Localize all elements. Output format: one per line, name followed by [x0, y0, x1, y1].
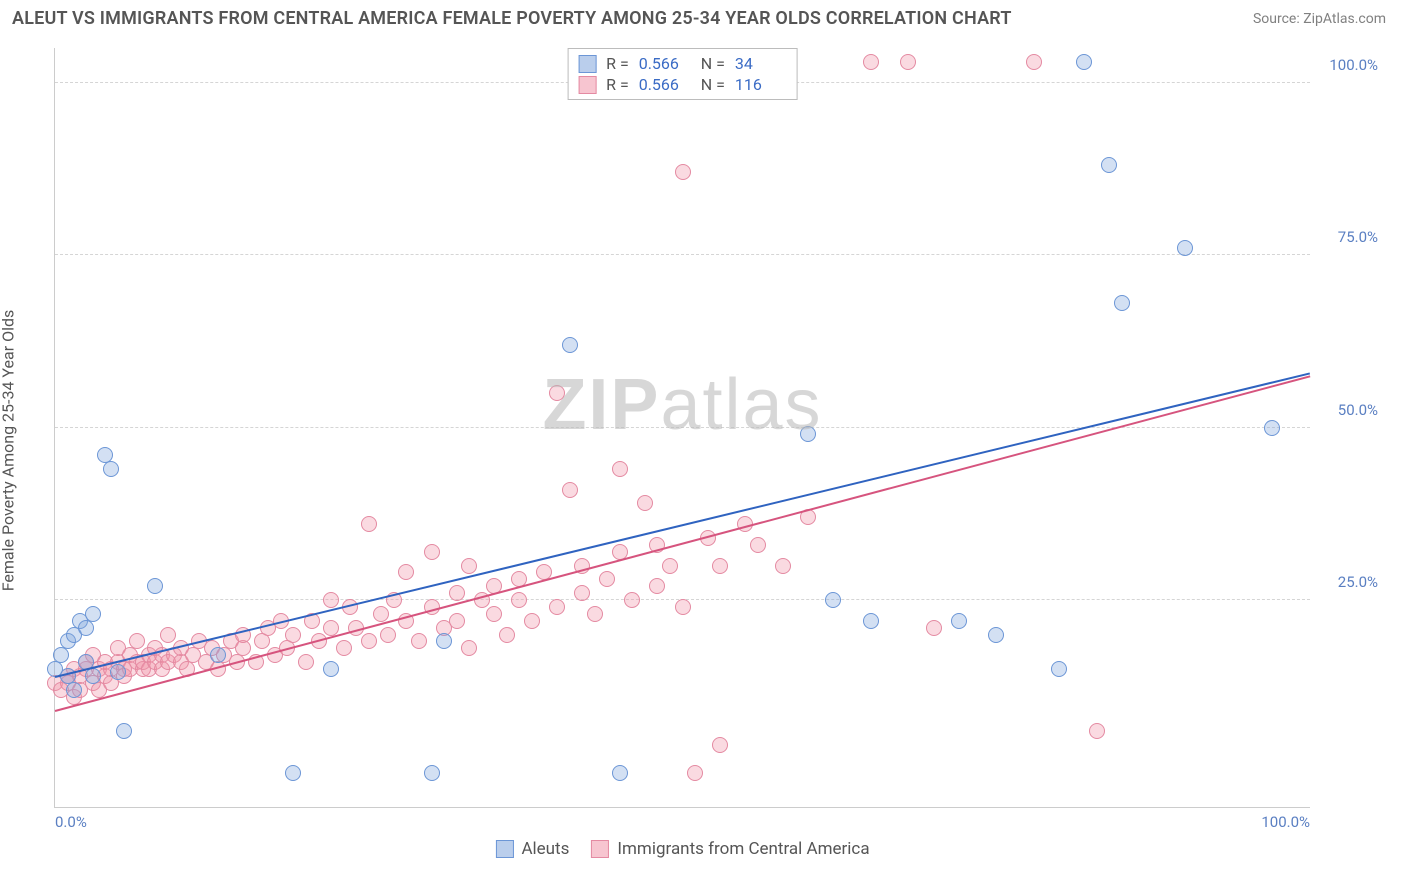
data-point: [486, 606, 502, 622]
data-point: [461, 640, 477, 656]
data-point: [78, 620, 94, 636]
data-point: [424, 544, 440, 560]
data-point: [1076, 54, 1092, 70]
data-point: [103, 461, 119, 477]
data-point: [587, 606, 603, 622]
data-point: [361, 516, 377, 532]
regression-line-blue: [55, 372, 1310, 678]
data-point: [235, 640, 251, 656]
swatch-pink-icon: [591, 840, 609, 858]
data-point: [499, 627, 515, 643]
source-attribution: Source: ZipAtlas.com: [1253, 11, 1386, 27]
data-point: [574, 585, 590, 601]
chart-container: Female Poverty Among 25-34 Year Olds ZIP…: [44, 48, 1386, 834]
data-point: [160, 627, 176, 643]
data-point: [649, 578, 665, 594]
data-point: [110, 664, 126, 680]
data-point: [85, 606, 101, 622]
data-point: [675, 599, 691, 615]
data-point: [129, 633, 145, 649]
data-point: [1114, 295, 1130, 311]
data-point: [951, 613, 967, 629]
data-point: [562, 482, 578, 498]
data-point: [1026, 54, 1042, 70]
legend-item-immigrants: Immigrants from Central America: [591, 839, 869, 859]
data-point: [436, 633, 452, 649]
correlation-legend: R = 0.566 N = 34 R = 0.566 N = 116: [567, 48, 798, 100]
scatter-plot: ZIPatlas R = 0.566 N = 34 R = 0.566 N = …: [54, 48, 1310, 808]
series-legend: Aleuts Immigrants from Central America: [495, 839, 869, 859]
data-point: [285, 627, 301, 643]
y-axis-label: Female Poverty Among 25-34 Year Olds: [0, 310, 18, 592]
data-point: [863, 613, 879, 629]
y-tick-label: 75.0%: [1318, 228, 1378, 246]
data-point: [637, 495, 653, 511]
data-point: [800, 426, 816, 442]
data-point: [53, 647, 69, 663]
data-point: [323, 661, 339, 677]
data-point: [662, 558, 678, 574]
data-point: [449, 585, 465, 601]
data-point: [900, 54, 916, 70]
data-point: [398, 564, 414, 580]
data-point: [1177, 240, 1193, 256]
watermark: ZIPatlas: [542, 364, 822, 446]
legend-item-aleuts: Aleuts: [495, 839, 569, 859]
data-point: [549, 385, 565, 401]
data-point: [361, 633, 377, 649]
data-point: [298, 654, 314, 670]
data-point: [524, 613, 540, 629]
data-point: [461, 558, 477, 574]
legend-row-blue: R = 0.566 N = 34: [578, 53, 787, 74]
data-point: [116, 723, 132, 739]
x-tick-label: 100.0%: [1261, 813, 1310, 831]
data-point: [323, 620, 339, 636]
y-tick-label: 25.0%: [1318, 573, 1378, 591]
y-tick-label: 50.0%: [1318, 401, 1378, 419]
data-point: [380, 627, 396, 643]
data-point: [1264, 420, 1280, 436]
data-point: [549, 599, 565, 615]
y-tick-label: 100.0%: [1318, 56, 1378, 74]
swatch-pink-icon: [578, 76, 596, 94]
swatch-blue-icon: [495, 840, 513, 858]
data-point: [687, 765, 703, 781]
data-point: [612, 461, 628, 477]
data-point: [336, 640, 352, 656]
data-point: [599, 571, 615, 587]
data-point: [411, 633, 427, 649]
data-point: [323, 592, 339, 608]
swatch-blue-icon: [578, 55, 596, 73]
data-point: [926, 620, 942, 636]
data-point: [612, 765, 628, 781]
data-point: [449, 613, 465, 629]
data-point: [254, 633, 270, 649]
data-point: [66, 682, 82, 698]
x-tick-label: 0.0%: [55, 813, 87, 831]
data-point: [750, 537, 766, 553]
gridline: [55, 254, 1310, 255]
data-point: [85, 668, 101, 684]
data-point: [511, 592, 527, 608]
data-point: [825, 592, 841, 608]
data-point: [1101, 157, 1117, 173]
data-point: [863, 54, 879, 70]
data-point: [210, 647, 226, 663]
data-point: [562, 337, 578, 353]
data-point: [775, 558, 791, 574]
data-point: [1089, 723, 1105, 739]
data-point: [988, 627, 1004, 643]
data-point: [624, 592, 640, 608]
data-point: [712, 558, 728, 574]
data-point: [424, 765, 440, 781]
data-point: [712, 737, 728, 753]
data-point: [285, 765, 301, 781]
data-point: [1051, 661, 1067, 677]
data-point: [147, 578, 163, 594]
chart-title: ALEUT VS IMMIGRANTS FROM CENTRAL AMERICA…: [12, 8, 1012, 29]
data-point: [373, 606, 389, 622]
data-point: [675, 164, 691, 180]
legend-row-pink: R = 0.566 N = 116: [578, 74, 787, 95]
